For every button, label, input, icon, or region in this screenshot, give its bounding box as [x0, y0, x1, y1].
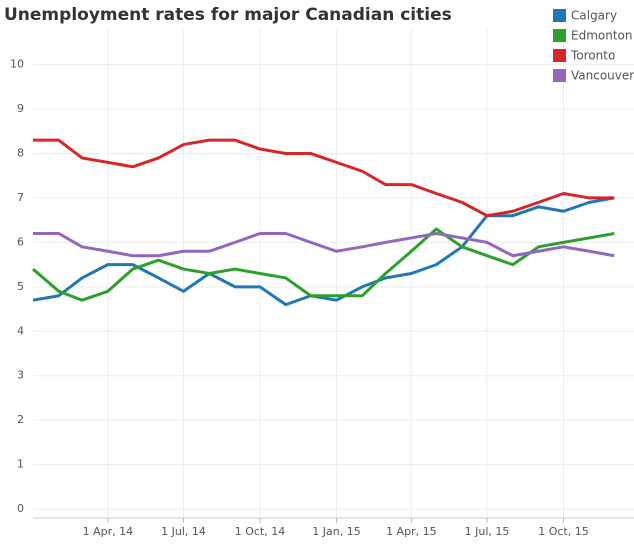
legend-label: Toronto [570, 49, 615, 63]
legend-swatch [553, 9, 566, 22]
y-tick-label: 1 [17, 458, 24, 471]
legend-label: Vancouver [571, 69, 634, 83]
x-tick-label: 1 Jan, 15 [312, 525, 360, 538]
y-tick-label: 0 [17, 502, 24, 515]
y-tick-label: 3 [17, 369, 24, 382]
x-tick-label: 1 Jul, 14 [161, 525, 206, 538]
series-line [32, 227, 615, 302]
y-tick-label: 9 [17, 102, 24, 115]
x-tick-label: 1 Oct, 14 [235, 525, 286, 538]
legend-swatch [553, 49, 566, 62]
legend-label: Edmonton [571, 29, 633, 43]
chart-title: Unemployment rates for major Canadian ci… [4, 5, 452, 25]
y-tick-label: 10 [10, 58, 24, 71]
y-tick-label: 5 [17, 280, 24, 293]
y-tick-label: 6 [17, 235, 24, 248]
x-tick-label: 1 Oct, 15 [538, 525, 589, 538]
legend-swatch [553, 69, 566, 82]
y-tick-label: 4 [17, 324, 24, 337]
x-tick-label: 1 Apr, 15 [386, 525, 437, 538]
series-line [32, 196, 615, 307]
legend: Calgary Edmonton Toronto Vancouver [553, 9, 634, 83]
y-tick-label: 7 [17, 191, 24, 204]
y-tick-label: 2 [17, 413, 24, 426]
x-tick-label: 1 Apr, 14 [83, 525, 134, 538]
legend-label: Calgary [571, 9, 617, 23]
legend-swatch [553, 29, 566, 42]
y-tick-label: 8 [17, 146, 24, 159]
series-line [33, 138, 615, 218]
series-line [33, 231, 615, 258]
x-tick-label: 1 Jul, 15 [465, 525, 510, 538]
